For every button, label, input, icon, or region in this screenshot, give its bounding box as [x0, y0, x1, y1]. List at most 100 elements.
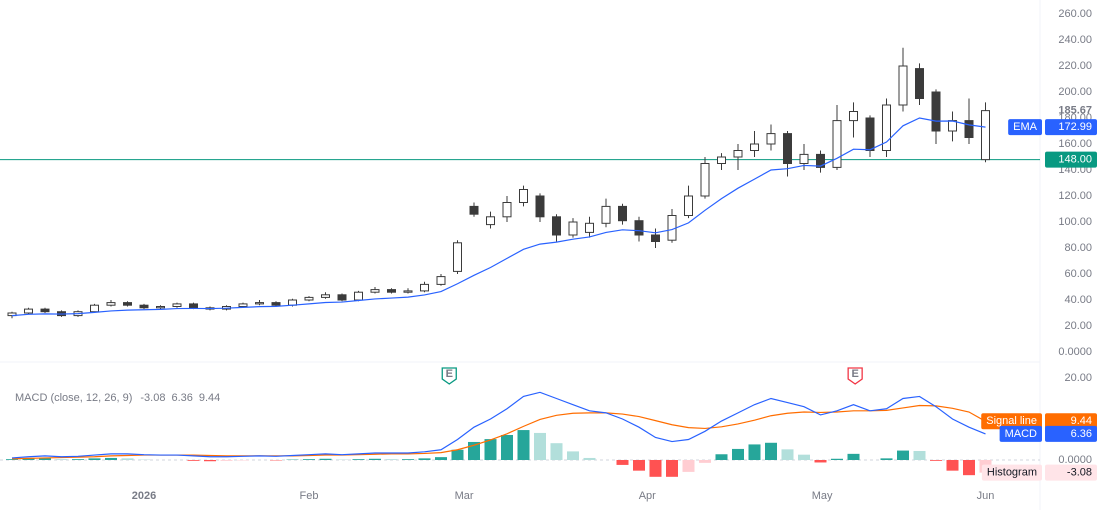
histogram-bar — [666, 460, 678, 477]
hline-label-value-box — [1045, 151, 1097, 168]
histogram-bar — [616, 460, 629, 465]
macd-label-value: 6.36 — [1071, 428, 1092, 440]
candle-body — [750, 143, 759, 151]
candle-body — [436, 276, 446, 285]
histogram-bar — [39, 457, 51, 460]
candle-body — [40, 308, 50, 313]
candle-body — [304, 296, 314, 301]
histogram-bar — [187, 460, 200, 461]
x-tick-label: Mar — [455, 490, 474, 502]
signal-label-value: 9.44 — [1071, 415, 1092, 427]
signal-label-name: Signal line — [986, 415, 1037, 427]
candle-body — [832, 120, 842, 168]
candle-body — [403, 290, 413, 293]
candle-body — [964, 120, 974, 138]
candle-body — [238, 303, 248, 307]
candle-body — [387, 289, 396, 293]
histogram-bar — [303, 459, 315, 460]
candle-body — [106, 302, 116, 306]
macd-title: MACD (close, 12, 26, 9) — [15, 392, 132, 404]
histogram-bar — [649, 460, 662, 477]
histogram-bar — [946, 460, 959, 471]
candle-body — [420, 283, 429, 292]
histogram-bar — [682, 460, 695, 472]
y-tick-label: 80.00 — [1064, 242, 1092, 254]
histogram-bar — [897, 450, 909, 460]
candle-body — [123, 302, 132, 306]
candle-body — [535, 195, 545, 218]
candle-body — [255, 302, 264, 305]
histogram-bar — [583, 457, 596, 460]
x-tick-label: May — [812, 490, 833, 502]
hline-label-value: 148.00 — [1058, 154, 1092, 166]
y-tick-label: 60.00 — [1064, 268, 1092, 280]
candle-body — [585, 222, 594, 233]
y-tick-label: 120.00 — [1058, 190, 1092, 202]
candle-body — [634, 220, 644, 236]
candle-body — [601, 205, 611, 224]
histogram-bar — [715, 454, 728, 460]
candle-body — [865, 117, 875, 151]
ema-label-value: 172.99 — [1058, 121, 1092, 133]
y-tick-label: 0.0000 — [1058, 346, 1092, 358]
candle-body — [931, 91, 941, 132]
macd-label-value-box — [1045, 425, 1097, 442]
candle-body — [733, 150, 743, 158]
y-tick-label: 160.00 — [1058, 138, 1092, 150]
ema-label-name: EMA — [1013, 121, 1038, 133]
histogram-bar — [550, 443, 563, 460]
histogram-bar — [699, 460, 711, 463]
candle-body — [271, 302, 281, 306]
last-price: 185.67 — [1058, 105, 1092, 117]
y-tick-label: 220.00 — [1058, 60, 1092, 72]
histogram-bar — [963, 460, 975, 476]
macd-line — [11, 391, 986, 459]
candle-body — [700, 163, 710, 197]
candle-body — [799, 153, 809, 164]
histogram-bar — [748, 444, 761, 460]
candle-body — [139, 304, 149, 309]
candle-body — [915, 68, 924, 99]
histogram-bar — [765, 442, 777, 460]
y-tick-label: 260.00 — [1058, 8, 1092, 20]
histogram-bar — [6, 459, 18, 460]
histogram-bar — [798, 454, 810, 460]
y-tick-label: 200.00 — [1058, 86, 1092, 98]
histogram-bar — [88, 458, 101, 460]
candle-body — [618, 205, 627, 222]
ema-label-name-box — [1008, 119, 1042, 136]
histogram-label-name: Histogram — [987, 467, 1037, 479]
y-tick-label: 20.00 — [1064, 372, 1092, 384]
histogram-bar — [633, 460, 645, 471]
candle-body — [453, 242, 462, 272]
candle-body — [189, 303, 198, 309]
candle-body — [519, 189, 528, 203]
histogram-bar — [369, 458, 381, 460]
candle-body — [370, 289, 380, 293]
histogram-bar — [72, 459, 84, 460]
macd-label-name: MACD — [1005, 428, 1037, 440]
histogram-bar — [352, 459, 365, 460]
macd-legend-value: 6.36 — [171, 392, 192, 404]
x-tick-label: Feb — [300, 490, 319, 502]
histogram-bar — [121, 458, 134, 460]
histogram-bar — [880, 458, 893, 460]
candle-body — [766, 133, 776, 145]
histogram-bar — [930, 460, 942, 461]
candle-body — [24, 308, 33, 314]
candle-body — [684, 195, 693, 216]
x-tick-label: Apr — [639, 490, 656, 502]
histogram-label-value: -3.08 — [1067, 467, 1092, 479]
candle-body — [981, 110, 990, 161]
candle-body — [172, 303, 182, 307]
candle-body — [898, 65, 908, 106]
histogram-bar — [534, 432, 546, 460]
candle-body — [156, 306, 165, 309]
histogram-bar — [451, 449, 464, 460]
histogram-bar — [22, 458, 35, 460]
candle-body — [90, 304, 99, 313]
histogram-bar — [385, 459, 398, 460]
candle-body — [321, 294, 330, 298]
